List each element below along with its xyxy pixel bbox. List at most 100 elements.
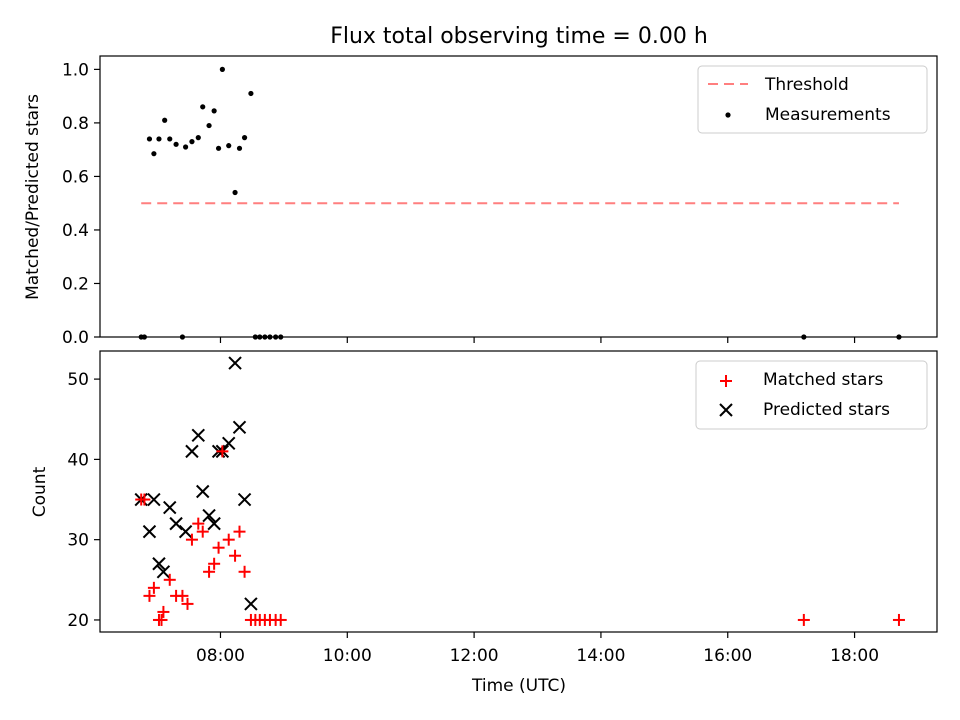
matched-star-point <box>181 597 194 610</box>
measurement-point <box>146 136 153 142</box>
count-y-tick-label: 30 <box>67 531 89 551</box>
predicted-star-point <box>237 492 252 507</box>
count-x-tick-label: 14:00 <box>576 646 625 666</box>
matched-star-point <box>196 525 209 538</box>
measurements-legend-label: Measurements <box>765 105 891 125</box>
measurement-point <box>267 334 273 340</box>
count-legend: Matched stars Predicted stars <box>695 360 928 430</box>
count-y-tick-label: 40 <box>67 450 89 470</box>
measurement-point <box>179 334 186 340</box>
predicted-star-point <box>222 436 236 451</box>
measurement-point <box>248 90 254 97</box>
count-y-tick-label: 50 <box>67 370 89 390</box>
measurement-point <box>141 334 147 340</box>
measurement-point <box>257 334 263 340</box>
measurements-legend-swatch <box>725 112 731 118</box>
measurement-point <box>219 66 225 72</box>
matched-star-point <box>238 565 251 578</box>
count-x-tick-label: 18:00 <box>830 646 879 666</box>
matched-star-point <box>892 613 905 626</box>
matched-star-point <box>222 533 235 546</box>
predicted-star-point <box>142 524 157 539</box>
predicted-star-point <box>156 565 171 579</box>
measurement-point <box>262 334 268 340</box>
matched-star-point <box>192 517 205 530</box>
measurement-point <box>195 135 201 141</box>
measurement-point <box>241 135 248 141</box>
predicted-star-point <box>178 524 193 539</box>
count-x-tick-label: 16:00 <box>703 646 752 666</box>
count-plot-frame <box>99 350 938 633</box>
count-x-tick-label: 08:00 <box>196 646 245 666</box>
matched-star-point <box>797 613 810 626</box>
measurement-point <box>200 104 206 110</box>
measurement-point <box>183 144 189 150</box>
count-x-tick-label: 12:00 <box>450 646 499 666</box>
measurement-point <box>278 334 284 340</box>
measurement-point <box>896 334 902 340</box>
matched-star-point <box>208 557 221 570</box>
matched-star-point <box>185 533 198 546</box>
count-y-axis-label: Count <box>30 466 50 517</box>
ratio-y-tick-label: 1.0 <box>62 60 89 80</box>
chart-title: Flux total observing time = 0.00 h <box>330 24 708 49</box>
matched-legend-label: Matched stars <box>763 370 883 390</box>
measurement-point <box>252 334 258 340</box>
measurement-point <box>211 108 217 114</box>
measurement-point <box>151 151 157 157</box>
ratio-legend: Threshold Measurements <box>697 65 928 134</box>
matched-star-point <box>212 541 225 554</box>
measurement-point <box>167 136 173 142</box>
measurement-point <box>232 189 238 196</box>
ratio-y-tick-label: 0.4 <box>62 221 89 241</box>
ratio-y-tick-label: 0.6 <box>62 167 89 187</box>
measurement-point <box>156 136 162 142</box>
matched-star-point <box>157 605 170 618</box>
matched-star-point <box>274 613 287 626</box>
threshold-legend-label: Threshold <box>764 75 849 95</box>
predicted-star-point <box>163 500 177 515</box>
predicted-star-point <box>232 420 247 434</box>
predicted-star-point <box>191 428 205 443</box>
predicted-star-point <box>169 516 183 531</box>
matched-star-point <box>216 445 229 458</box>
matched-star-point <box>138 493 151 506</box>
matched-star-point <box>163 573 176 586</box>
predicted-star-point <box>244 597 258 611</box>
matched-star-point <box>203 565 216 578</box>
measurement-point <box>173 141 179 147</box>
x-axis-label: Time (UTC) <box>471 676 566 696</box>
predicted-legend-swatch <box>719 403 733 417</box>
count-y-tick-label: 20 <box>67 611 89 631</box>
count-x-tick-label: 10:00 <box>323 646 372 666</box>
ratio-y-tick-label: 0.2 <box>62 274 89 294</box>
measurement-point <box>215 145 222 151</box>
matched-star-point <box>147 581 160 594</box>
measurement-point <box>162 117 168 123</box>
measurement-point <box>273 334 279 340</box>
matched-legend-swatch <box>720 375 732 387</box>
predicted-star-point <box>185 444 199 459</box>
predicted-star-point <box>207 516 221 531</box>
ratio-panel: 0.0 0.2 0.4 0.6 0.8 1.0 Matched/Predicted sta… <box>23 55 938 348</box>
predicted-legend-label: Predicted stars <box>763 400 890 420</box>
measurement-point <box>226 143 232 149</box>
ratio-y-tick-label: 0.0 <box>62 328 89 348</box>
ratio-plot-frame <box>99 55 938 338</box>
predicted-star-point <box>228 356 242 370</box>
predicted-star-point <box>147 492 161 507</box>
predicted-star-point <box>152 557 166 571</box>
measurement-point <box>206 122 212 129</box>
measurement-point <box>801 334 807 340</box>
matched-star-point <box>233 525 246 538</box>
measurement-point <box>189 139 195 145</box>
ratio-y-tick-label: 0.8 <box>62 114 89 134</box>
measurement-point <box>236 145 243 151</box>
matched-star-point <box>229 549 242 562</box>
predicted-star-point <box>202 508 216 523</box>
matched-star-point <box>176 589 189 602</box>
matched-star-point <box>155 613 168 626</box>
ratio-y-axis-label: Matched/Predicted stars <box>23 94 43 300</box>
